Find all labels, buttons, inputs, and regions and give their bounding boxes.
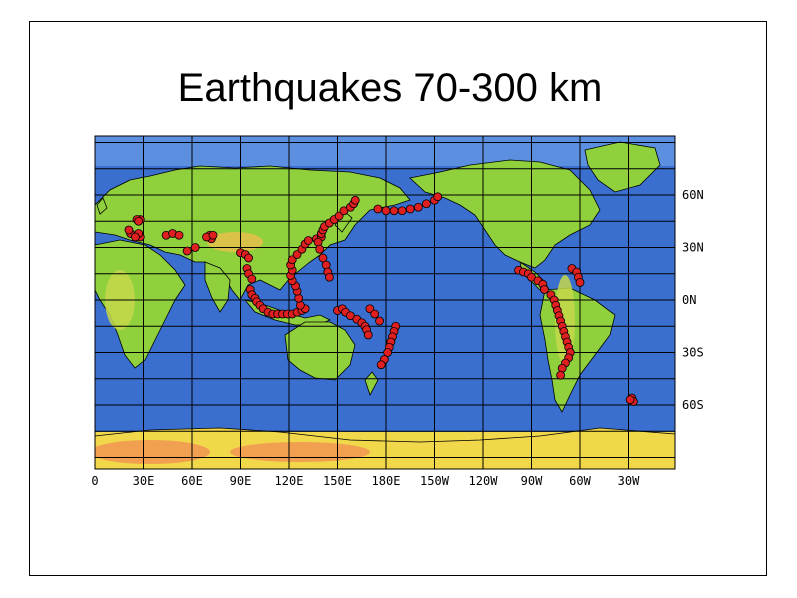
x-tick-label: 180E (372, 474, 401, 488)
earthquake-point (182, 246, 192, 256)
earthquake-point (174, 230, 184, 240)
earthquake-point (405, 204, 415, 214)
earthquake-point (575, 278, 585, 287)
latitude-labels: 60N 30N 0N 30S 60S (682, 188, 704, 412)
greenland-landmass (584, 141, 661, 193)
earthquake-point (373, 204, 383, 214)
x-tick-label: 120E (275, 474, 304, 488)
earthquake-point (134, 216, 144, 226)
earthquake-point (315, 244, 325, 254)
earthquake-point (540, 285, 549, 294)
earthquake-point (381, 206, 391, 216)
new-zealand-landmass (364, 371, 379, 397)
british-isles-landmass (96, 197, 108, 215)
x-tick-label: 30W (618, 474, 640, 488)
eurasia-landmass (95, 165, 411, 301)
y-tick-label: 30N (682, 241, 704, 255)
earthquake-point (376, 360, 386, 370)
earthquake-point (303, 236, 313, 245)
north-america-landmass (409, 159, 601, 269)
earthquake-point (422, 199, 431, 209)
y-tick-label: 30S (682, 346, 704, 360)
earthquake-point (350, 195, 360, 205)
x-tick-label: 150W (420, 474, 450, 488)
earthquake-point (383, 348, 393, 357)
y-tick-label: 60N (682, 188, 704, 202)
x-tick-label: 30E (133, 474, 155, 488)
y-tick-label: 0N (682, 293, 696, 307)
earthquake-point (325, 272, 334, 282)
earthquake-point (413, 202, 423, 212)
earthquake-point (208, 230, 218, 240)
plot-border (94, 135, 676, 470)
x-tick-label: 60E (181, 474, 203, 488)
earthquake-point (244, 253, 253, 263)
x-tick-label: 90W (521, 474, 543, 488)
earthquake-point (190, 243, 200, 252)
earthquake-point (389, 206, 399, 216)
earthquake-markers (124, 192, 638, 406)
earthquake-point (397, 206, 407, 216)
x-tick-label: 120W (469, 474, 499, 488)
earthquake-point (124, 225, 134, 235)
earthquake-point (433, 192, 443, 202)
x-tick-label: 60W (569, 474, 591, 488)
earthquake-point (625, 395, 635, 405)
earthquake-point (363, 330, 373, 340)
earthquake-point (370, 309, 380, 319)
earthquake-point (247, 274, 257, 284)
x-tick-label: 150E (323, 474, 352, 488)
x-tick-label: 0 (91, 474, 98, 488)
map-title: Earthquakes 70-300 km (177, 66, 603, 110)
earthquake-point (375, 316, 384, 326)
longitude-labels: 0 30E 60E 90E 120E 150E 180E 150W 120W 90W 60W 30W (91, 474, 640, 488)
earthquake-point (556, 370, 565, 380)
y-tick-label: 60S (682, 398, 704, 412)
earthquake-point (318, 253, 328, 263)
earthquake-point (131, 232, 140, 242)
x-tick-label: 90E (230, 474, 252, 488)
